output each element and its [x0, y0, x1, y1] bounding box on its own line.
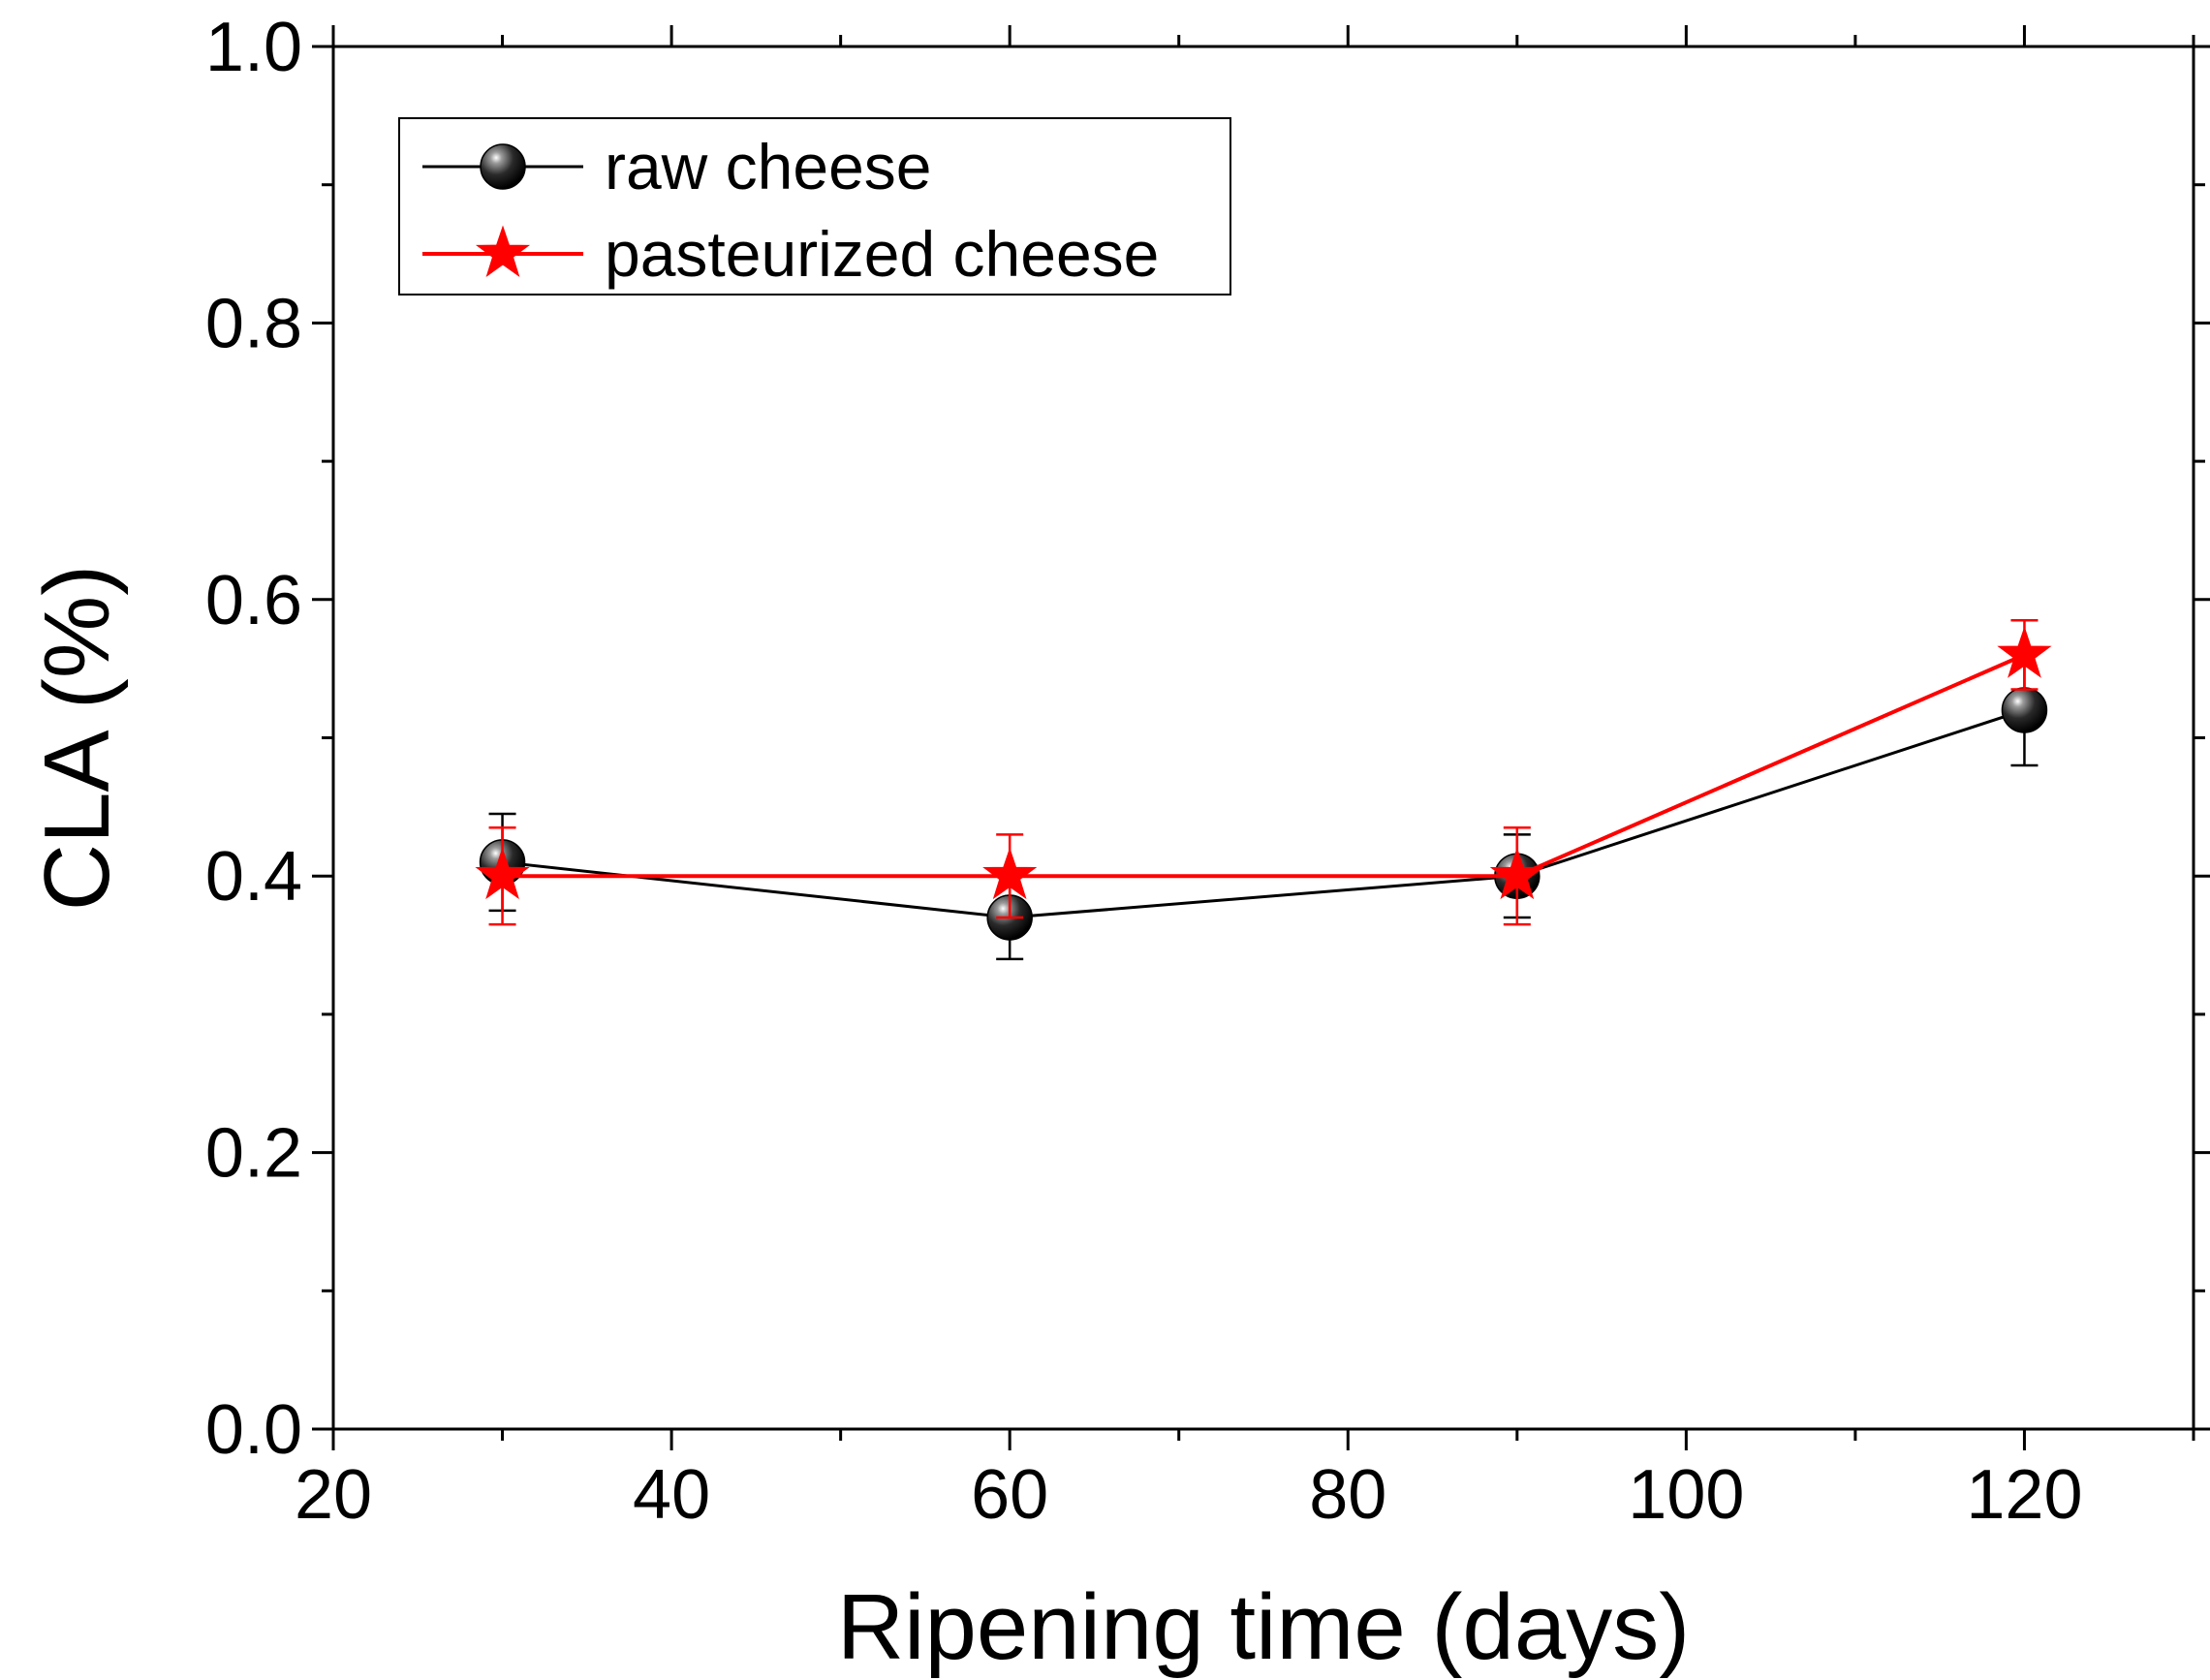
legend-box: [398, 117, 1231, 296]
legend-label: raw cheese: [605, 131, 932, 202]
data-point-star: [1997, 626, 2052, 678]
legend-marker: [475, 225, 531, 277]
data-point-star: [475, 847, 530, 900]
series-pasteurized-cheese: [475, 618, 2052, 926]
y-axis-ticks: 0.0 0.2 0.4 0.6 0.8 1.0: [205, 9, 2210, 1469]
data-point-star: [982, 847, 1038, 900]
series-line: [502, 708, 2025, 919]
x-axis-ticks: 20 40 60 80 100 120: [295, 25, 2195, 1534]
data-point-star: [1489, 847, 1544, 900]
legend-label: pasteurized cheese: [605, 218, 1159, 290]
legend-entry: pasteurized cheese: [422, 218, 1159, 290]
x-tick-label: 60: [971, 1456, 1048, 1534]
y-tick-label: 0.6: [205, 562, 302, 639]
series-raw-cheese: [479, 653, 2048, 961]
x-axis-title: Ripening time (days): [837, 1575, 1690, 1679]
series-layer: [475, 618, 2052, 961]
x-tick-label: 80: [1309, 1456, 1386, 1534]
data-point-sphere: [2001, 687, 2048, 733]
y-axis-title: CLA (%): [25, 565, 129, 911]
legend-marker: [480, 143, 526, 190]
legend-entry: raw cheese: [422, 131, 932, 202]
x-tick-label: 40: [633, 1456, 710, 1534]
y-tick-label: 0.2: [205, 1115, 302, 1193]
x-tick-label: 120: [1966, 1456, 2082, 1534]
y-tick-label: 1.0: [205, 9, 302, 86]
x-tick-label: 100: [1628, 1456, 1744, 1534]
y-tick-label: 0.8: [205, 285, 302, 362]
y-tick-label: 0.4: [205, 838, 302, 916]
plot-frame: [331, 45, 2195, 1431]
y-tick-label: 0.0: [205, 1391, 302, 1469]
series-line: [502, 653, 2026, 879]
x-tick-label: 20: [295, 1456, 372, 1534]
legend: raw cheese pasteurized cheese: [398, 117, 1231, 296]
